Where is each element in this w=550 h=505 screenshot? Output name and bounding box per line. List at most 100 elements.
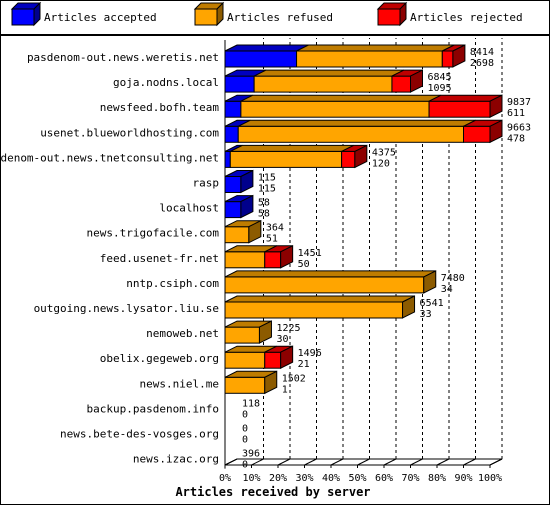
- bar-side: [240, 169, 254, 194]
- category-label: feed.usenet-fr.net: [100, 252, 219, 265]
- bar-segment: [428, 100, 491, 118]
- bar-side: [354, 144, 368, 169]
- value-label-accepted: 33: [420, 309, 432, 320]
- bar-side: [489, 94, 503, 119]
- bar-segment: [224, 251, 266, 269]
- bar-segment: [224, 176, 242, 193]
- bar-segment-top: [230, 144, 354, 152]
- value-label-total: 115: [258, 173, 276, 184]
- value-label-total: 364: [266, 223, 284, 234]
- grid-floor-line: [251, 458, 264, 466]
- x-tick-label: 60%: [375, 473, 393, 484]
- value-label-total: 118: [242, 398, 260, 409]
- legend-swatch-side: [33, 1, 41, 27]
- legend-label: Articles accepted: [44, 11, 157, 24]
- x-tick-label: 20%: [269, 473, 287, 484]
- value-label-total: 58: [258, 198, 270, 209]
- value-label-accepted: 30: [276, 334, 288, 345]
- bar-segment: [224, 326, 260, 344]
- x-tick-label: 90%: [454, 473, 472, 484]
- value-label-total: 1225: [276, 323, 300, 334]
- grid-floor-line: [436, 458, 450, 466]
- value-label-accepted: 1: [282, 384, 288, 395]
- bar-segment: [253, 75, 393, 93]
- x-tick-label: 10%: [242, 473, 260, 484]
- category-label: outgoing.news.lysator.liu.se: [34, 302, 219, 315]
- grid-floor-line: [224, 458, 238, 466]
- value-label-accepted: 115: [258, 184, 276, 195]
- value-label-total: 9837: [507, 97, 531, 108]
- grid-floor-line: [357, 458, 370, 466]
- value-label-accepted: 2698: [470, 58, 494, 69]
- legend-swatch-side: [216, 1, 224, 27]
- category-label: pasdenom-out.news.tnetconsulting.net: [0, 151, 219, 164]
- legend-swatch: [377, 8, 401, 26]
- bar-segment: [341, 150, 356, 168]
- bar-segment-top: [296, 44, 455, 52]
- value-label-accepted: 120: [372, 158, 390, 169]
- value-label-total: 6541: [420, 298, 444, 309]
- value-label-accepted: 58: [258, 209, 270, 220]
- value-label-total: 0: [242, 424, 248, 435]
- value-label-total: 1451: [298, 248, 322, 259]
- axes: 0% 10% 20% 30% 40% 50% 60% 70% 80% 90% 100%: [219, 40, 502, 484]
- value-label-total: 6845: [428, 72, 452, 83]
- x-tick-label: 30%: [295, 473, 313, 484]
- grid-floor-line: [489, 458, 503, 466]
- bar-segment: [224, 376, 266, 394]
- value-label-total: 396: [242, 449, 260, 460]
- x-tick-label: 70%: [401, 473, 419, 484]
- legend-label: Articles rejected: [410, 11, 523, 24]
- bar-side: [452, 44, 466, 68]
- bar-side: [264, 370, 278, 395]
- value-label-accepted: 1095: [428, 83, 452, 94]
- category-label: obelix.gegeweb.org: [100, 352, 219, 365]
- bar-segment: [296, 50, 443, 68]
- bar-side: [423, 270, 437, 294]
- bar-side: [402, 295, 416, 319]
- bar-side: [489, 119, 503, 144]
- legend-frame: [0, 0, 550, 35]
- grid-floor-line: [304, 458, 317, 466]
- category-label: newsfeed.bofh.team: [100, 101, 220, 114]
- bar-segment: [264, 251, 282, 269]
- x-tick-label: 40%: [322, 473, 340, 484]
- bar-side: [248, 219, 262, 244]
- bar-side: [280, 244, 294, 269]
- bar-side: [258, 320, 272, 344]
- category-label: nemoweb.net: [146, 327, 219, 340]
- grid-floor-line: [410, 458, 423, 466]
- bar-segment-top: [224, 44, 309, 52]
- category-label: rasp: [193, 177, 220, 190]
- value-label-total: 1496: [298, 348, 322, 359]
- legend-swatch: [11, 8, 35, 26]
- bar-segment: [441, 50, 454, 68]
- bar-segment-top: [224, 270, 436, 278]
- category-label: goja.nodns.local: [113, 76, 219, 89]
- bar-segment: [224, 75, 255, 93]
- value-label-accepted: 51: [266, 234, 278, 245]
- bar-segment-top: [224, 295, 415, 303]
- value-label-accepted: 0: [242, 409, 248, 420]
- category-label: usenet.blueworldhosting.com: [40, 126, 219, 139]
- legend-swatch: [194, 8, 218, 26]
- value-label-total: 1502: [282, 373, 306, 384]
- bar-segment: [224, 125, 239, 143]
- bar-segment: [224, 276, 425, 294]
- x-axis-label: Articles received by server: [175, 485, 370, 499]
- value-label-total: 4375: [372, 147, 396, 158]
- bar-segment: [264, 351, 282, 369]
- value-label-accepted: 0: [242, 435, 248, 446]
- bar-side: [280, 345, 294, 370]
- value-label-accepted: 34: [441, 284, 453, 295]
- x-tick-label: 100%: [478, 473, 502, 484]
- grid-floor-line: [383, 458, 397, 466]
- bar-segment: [229, 150, 343, 168]
- bar-segment: [240, 100, 430, 118]
- category-label: news.niel.me: [140, 377, 219, 390]
- bar-segment: [224, 351, 266, 369]
- x-tick-label: 50%: [348, 473, 366, 484]
- category-label: nntp.csiph.com: [126, 277, 219, 290]
